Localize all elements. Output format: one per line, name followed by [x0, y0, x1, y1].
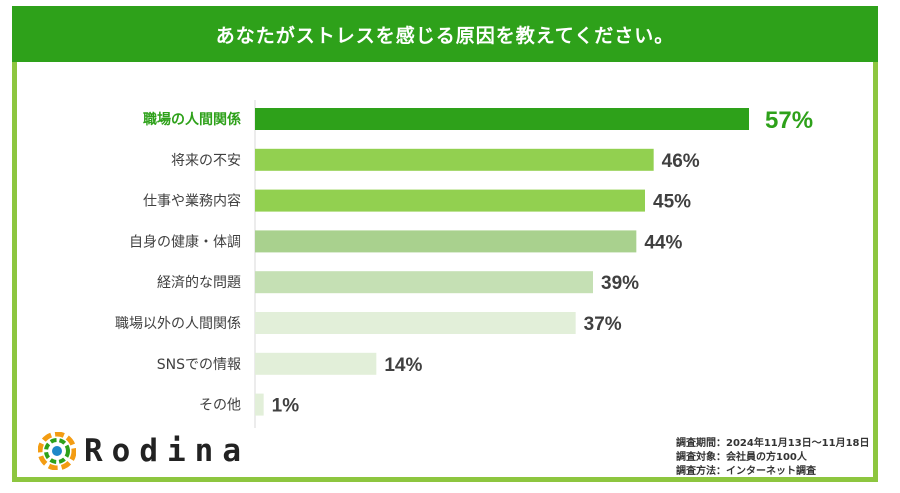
bar: [255, 312, 576, 334]
category-label: SNSでの情報: [157, 357, 241, 373]
survey-target: 調査対象：会社員の方100人: [676, 452, 807, 463]
category-label: 仕事や業務内容: [143, 193, 241, 210]
chart-title: あなたがストレスを感じる原因を教えてください。: [12, 6, 878, 62]
bar: [255, 189, 645, 212]
category-label: 将来の不安: [171, 153, 241, 169]
category-label: 職場以外の人間関係: [115, 316, 241, 332]
bar: [255, 148, 654, 171]
value-label: 46%: [662, 151, 700, 172]
value-label: 37%: [584, 314, 622, 335]
value-label: 39%: [601, 273, 639, 294]
rodina-logo-icon: [38, 432, 76, 470]
category-label: 職場の人間関係: [143, 111, 241, 128]
bar: [255, 352, 377, 375]
value-label: 44%: [644, 232, 682, 253]
brand-logo: Rodina: [38, 432, 250, 470]
bar: [255, 393, 264, 416]
category-label: その他: [199, 398, 241, 414]
category-label: 経済的な問題: [157, 275, 241, 291]
survey-method: 調査方法：インターネット調査: [676, 466, 816, 477]
value-label: 14%: [384, 355, 422, 376]
bar: [255, 108, 749, 130]
value-label: 57%: [765, 107, 813, 134]
bar: [255, 271, 593, 294]
survey-period: 調査期間：2024年11月13日～11月18日: [676, 438, 870, 449]
brand-name: Rodina: [84, 433, 250, 469]
bar: [255, 230, 637, 253]
value-label: 1%: [272, 396, 300, 417]
category-label: 自身の健康・体調: [129, 233, 241, 250]
survey-info: 調査期間：2024年11月13日～11月18日 調査対象：会社員の方100人 調…: [676, 437, 870, 479]
value-label: 45%: [653, 192, 691, 213]
